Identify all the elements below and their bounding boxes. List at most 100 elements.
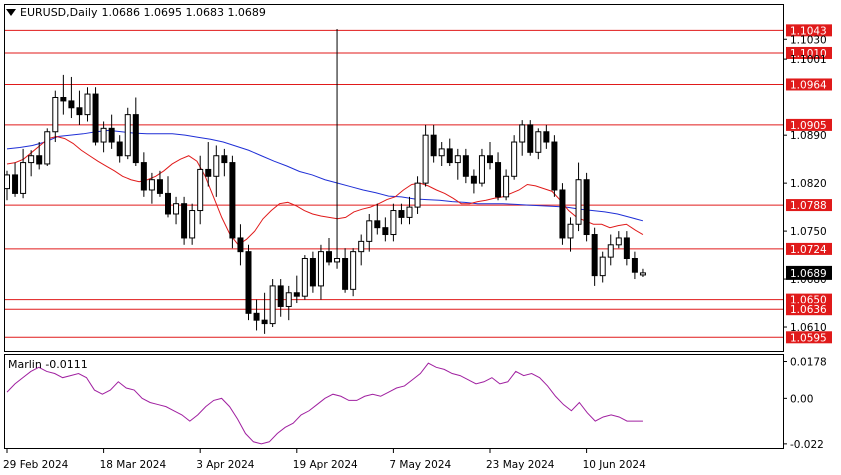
candle-body [205,168,212,177]
candle-body [124,114,131,157]
candle-body [181,203,188,239]
candle-body [591,234,598,277]
indicator-tick-label: 0.0178 [790,357,827,369]
candle-body [309,258,316,287]
level-label: 1.0724 [790,244,827,256]
candle-body [156,179,163,194]
candle-body [20,162,27,194]
level-label: 1.0964 [790,79,827,91]
current-price-tag [786,265,832,280]
candle-body [462,155,469,177]
candle-body [326,251,332,263]
candle-body [237,237,244,253]
level-label: 1.1010 [790,48,827,60]
ma-fast-line [6,136,644,246]
time-tick-label: 3 Apr 2024 [196,459,255,471]
candle-body [454,155,461,164]
candle-body [511,141,518,177]
candle-body [607,244,614,258]
candle-body [229,162,236,239]
candle-body [261,319,268,325]
candle-body [189,210,196,239]
ohlc-values: 1.0686 1.0695 1.0683 1.0689 [101,6,266,19]
candle-body [631,258,638,273]
candle-body [430,134,437,157]
indicator-label: Marlin -0.0111 [8,358,88,371]
candle-body [12,174,19,194]
level-label: 1.1043 [790,25,827,37]
candle-body [197,168,204,212]
indicator-tick-label: 0.00 [790,393,813,405]
candle-body [358,240,365,253]
level-tag [786,242,832,255]
candle-body [84,93,91,116]
collapse-triangle-icon[interactable] [6,9,16,16]
price-tick-label: 1.0820 [790,178,827,190]
candle-body [253,312,260,321]
level-tag [786,303,832,316]
candle-body [398,210,405,218]
candle-body [519,124,526,143]
time-tick-label: 29 Feb 2024 [3,459,69,471]
candle-body [221,155,228,164]
moving-averages [6,129,644,246]
level-tag [786,118,832,131]
candle-body [342,258,349,290]
candle-body [92,93,99,143]
candle-body [245,251,252,314]
price-axis: 1.1043 1.1010 1.0964 1.0905 1.0788 1.0724 1.06… [783,24,832,344]
candle-body [269,285,276,325]
level-lines [5,29,783,338]
level-tag [786,199,832,212]
candle-body [406,206,413,218]
candle-body [575,179,582,225]
level-tag [786,293,832,306]
price-tick-label: 1.1001 [790,54,827,66]
indicator-tick-label: -0.022 [790,439,824,451]
candle-body [76,107,83,116]
level-label: 1.0595 [790,332,827,344]
level-label: 1.0905 [790,120,827,132]
ma-slow-line [6,129,644,222]
price-tick-label: 1.0610 [790,322,827,334]
candle-body [108,127,115,143]
level-tag [786,24,832,37]
candle-body [60,96,67,102]
candle-body [4,174,10,190]
candle-body [446,148,453,164]
candle-body [293,292,300,297]
candle-body [213,155,220,177]
candle-body [301,258,308,297]
candle-body [100,127,107,143]
candle-body [334,258,341,263]
candle-body [317,251,324,287]
candle-body [116,141,123,157]
candle-body [615,237,622,246]
candle-body [148,179,155,191]
candle-body [382,227,389,236]
price-tick-label: 1.0890 [790,130,827,142]
indicator-panel[interactable] [4,354,784,449]
level-tag [786,46,832,59]
time-tick-label: 23 May 2024 [486,459,555,471]
candle-body [140,162,147,191]
candle-body [350,251,357,290]
candle-body [535,131,542,153]
candle-body [623,237,630,260]
candle-body [285,292,292,307]
candle-body [173,203,180,215]
candle-body [52,96,59,133]
candle-body [478,155,485,184]
candle-body [132,114,139,164]
marlin-indicator: 0.0178 0.00 -0.022 [6,357,827,451]
candle-body [639,272,646,276]
candle-body [487,155,493,164]
candle-body [68,100,75,109]
candle-body [390,210,397,236]
marlin-line [6,362,643,445]
candle-body [470,175,477,184]
time-tick-label: 18 Mar 2024 [100,459,167,471]
candle-body [414,182,421,208]
